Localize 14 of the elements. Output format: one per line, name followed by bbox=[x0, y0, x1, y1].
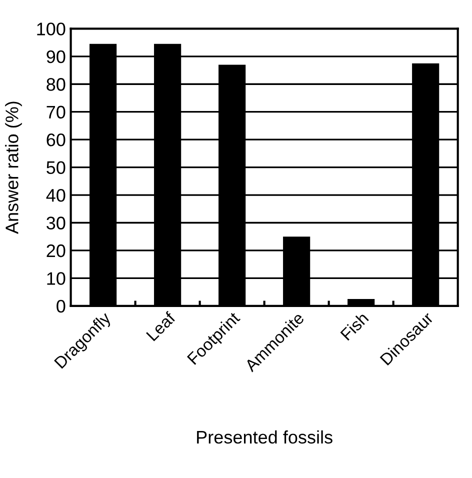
y-tick-label: 30 bbox=[46, 216, 66, 230]
y-tick-label: 70 bbox=[46, 106, 66, 119]
y-tick-label: 100 bbox=[37, 22, 66, 36]
y-tick-label: 10 bbox=[47, 272, 66, 285]
y-tick-label: 60 bbox=[46, 134, 66, 146]
y-tick-label: 80 bbox=[46, 78, 66, 91]
y-axis-title: Answer ratio (%) bbox=[5, 102, 22, 234]
y-tick-label: 20 bbox=[46, 244, 66, 258]
x-axis-title: Presented fossils bbox=[197, 430, 332, 444]
y-tick-label: 90 bbox=[46, 50, 66, 64]
y-tick-label: 0 bbox=[56, 300, 66, 313]
y-tick-label: 50 bbox=[46, 161, 66, 174]
x-tick-label: Fish bbox=[340, 312, 369, 341]
y-tick-label: 40 bbox=[46, 188, 66, 202]
